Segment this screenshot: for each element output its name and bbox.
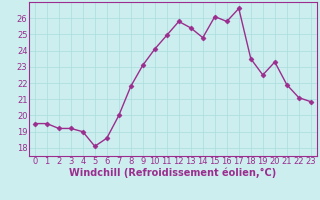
X-axis label: Windchill (Refroidissement éolien,°C): Windchill (Refroidissement éolien,°C) (69, 168, 276, 178)
